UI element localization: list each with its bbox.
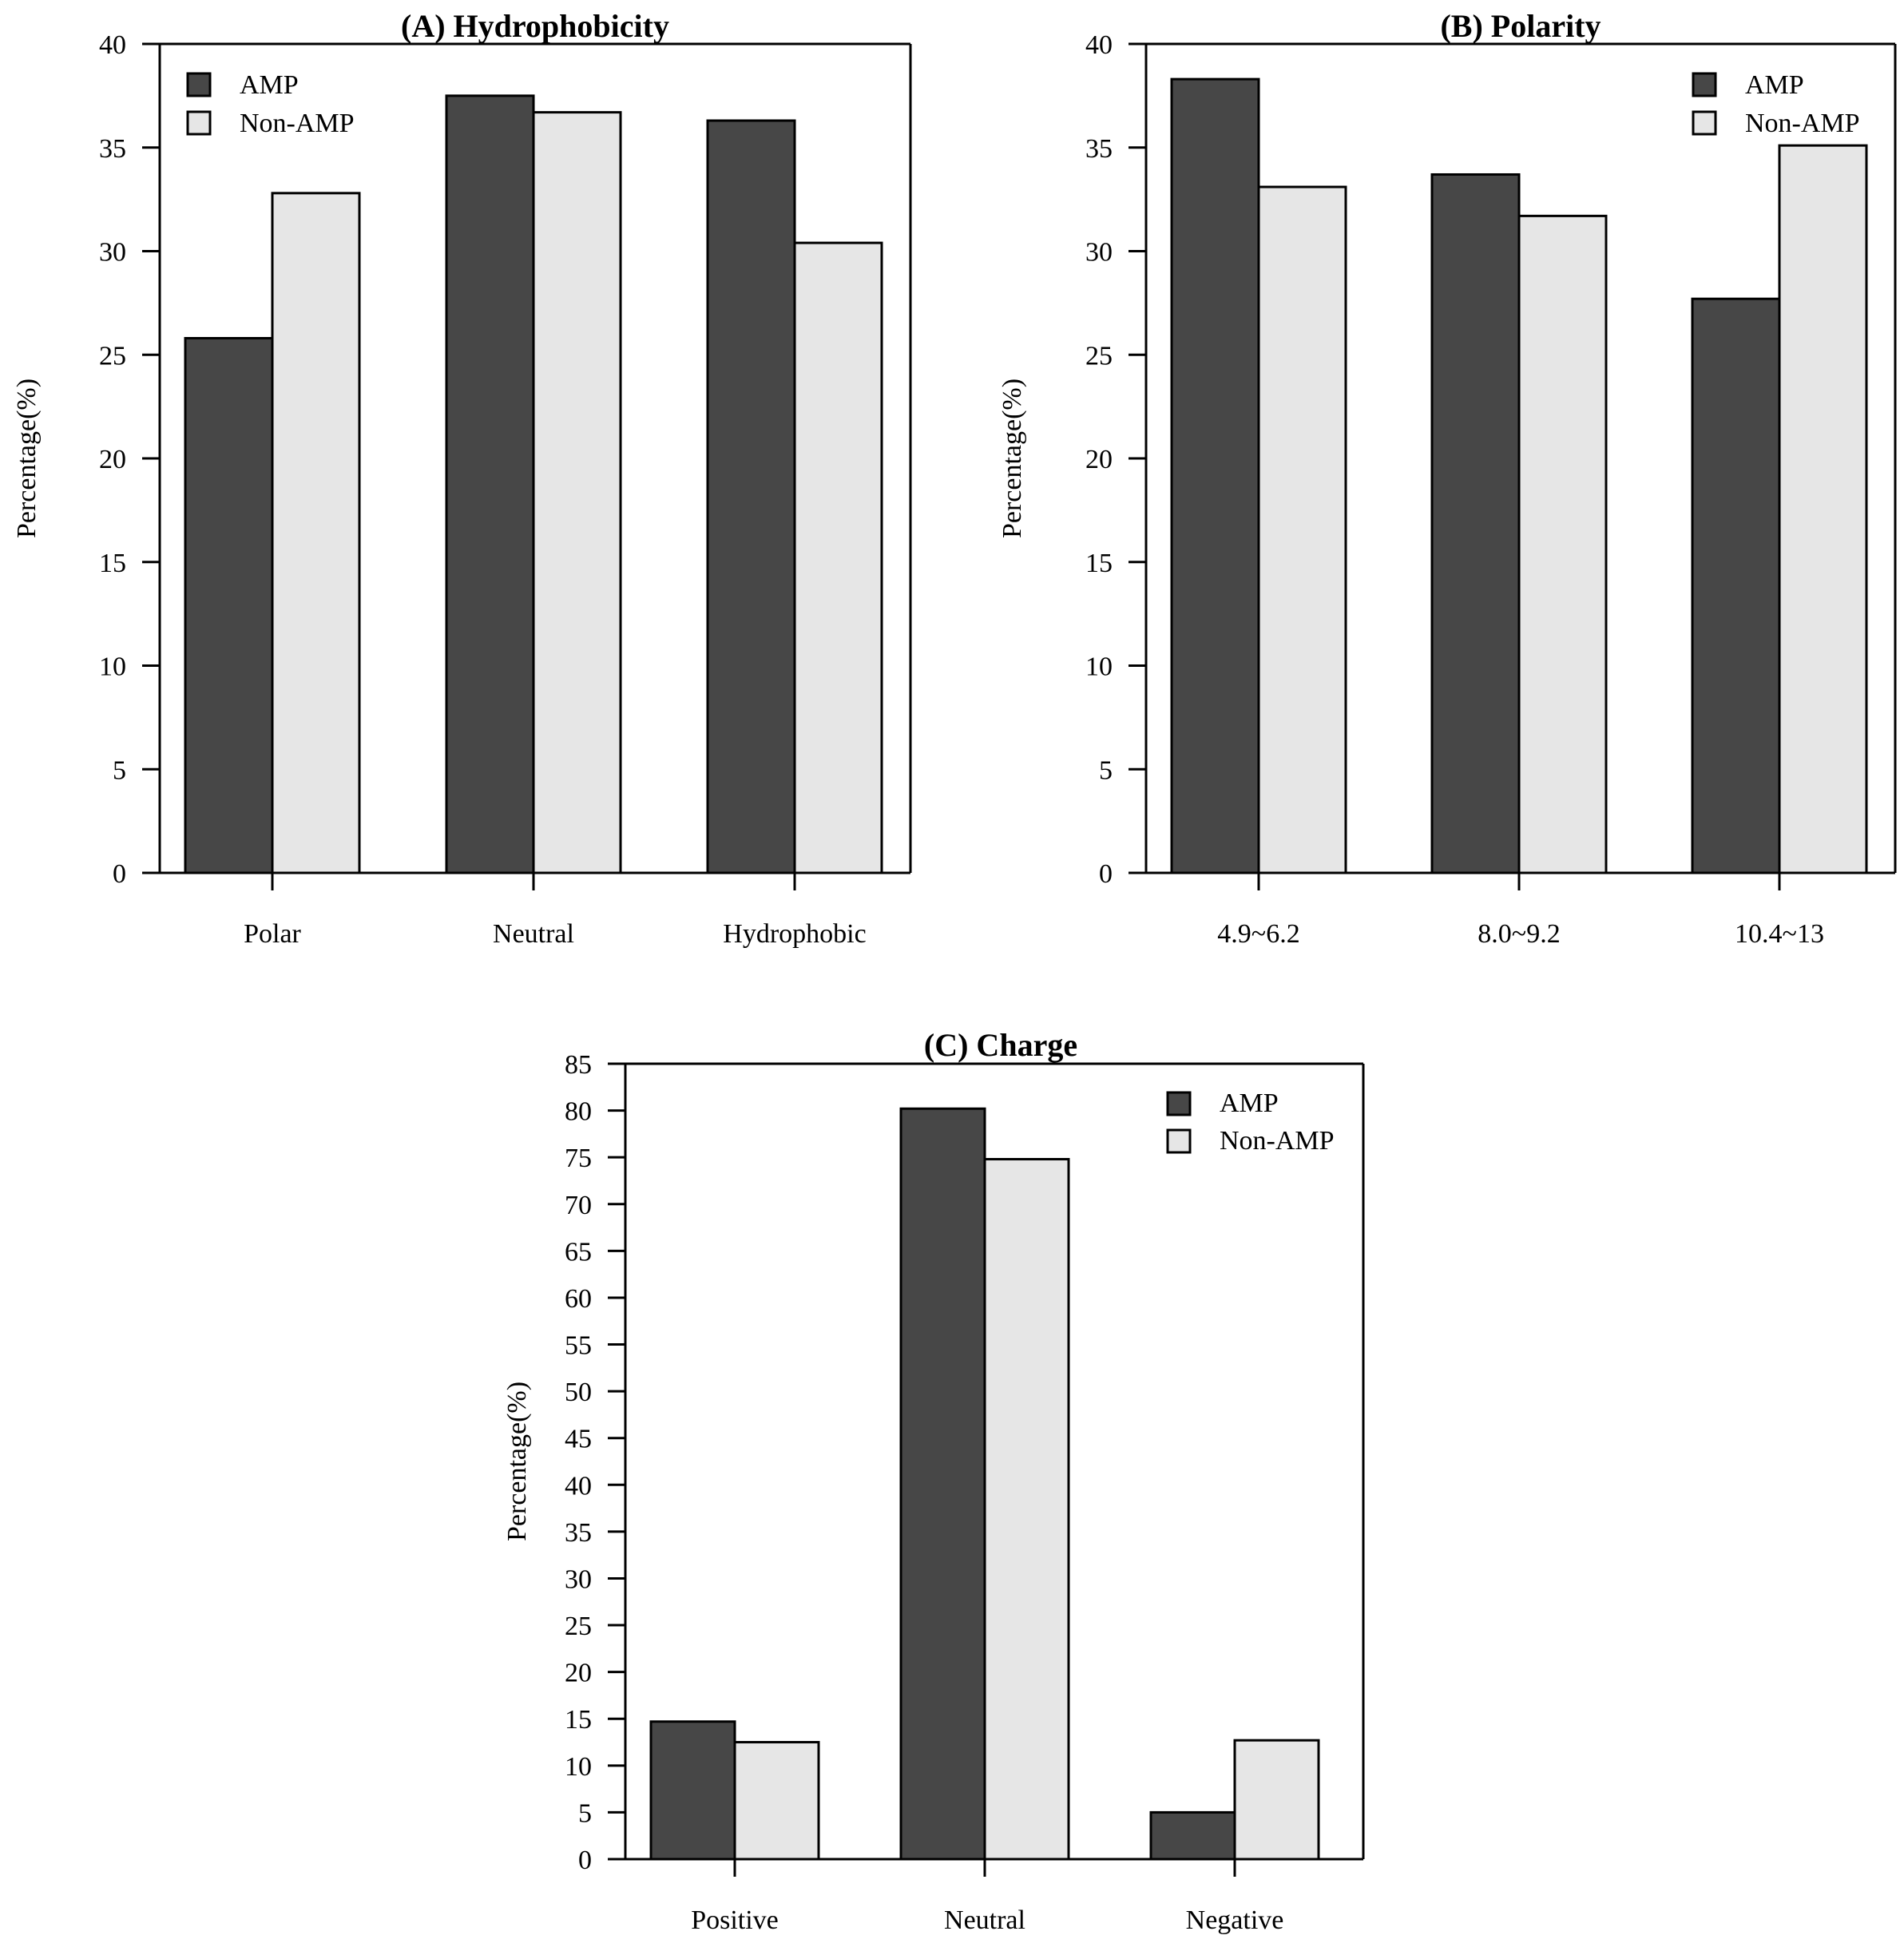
y-tick-label: 20: [565, 1659, 592, 1688]
bar-amp: [184, 336, 274, 874]
y-tick-label: 55: [565, 1331, 592, 1361]
y-axis-label: Percentage(%): [502, 1382, 532, 1541]
y-tick-label: 10: [1085, 652, 1113, 682]
bar-amp: [1170, 77, 1260, 874]
bars: [649, 1107, 1320, 1877]
panel-title: (A) Hydrophobicity: [401, 8, 669, 44]
y-tick-label: 45: [565, 1425, 592, 1454]
y-tick-label: 30: [565, 1564, 592, 1594]
panel-title: (C) Charge: [924, 1027, 1077, 1063]
bar-amp: [1149, 1810, 1236, 1861]
y-tick-label: 30: [1085, 238, 1113, 268]
y-tick-label: 15: [565, 1705, 592, 1735]
y-tick-label: 0: [578, 1846, 592, 1875]
y-tick-label: 0: [113, 859, 126, 889]
bar-amp: [445, 94, 535, 874]
legend-label-amp: AMP: [1220, 1088, 1279, 1118]
y-tick-label: 10: [99, 652, 126, 682]
x-category-label: Polar: [244, 919, 301, 949]
y-tick-label: 20: [99, 445, 126, 474]
bar-non-amp: [1517, 214, 1608, 874]
y-tick-label: 75: [565, 1144, 592, 1173]
panel-hydrophobicity: (A) Hydrophobicity Percentage(%) 0 5 10 15 2…: [12, 8, 912, 949]
y-tick-label: 5: [578, 1798, 592, 1828]
y-tick-label: 85: [565, 1050, 592, 1080]
bar-amp: [1691, 297, 1781, 874]
legend: AMP Non-AMP: [1166, 1088, 1335, 1156]
legend-swatch-amp: [1166, 1091, 1192, 1116]
y-tick-label: 35: [99, 134, 126, 164]
bar-amp: [899, 1107, 986, 1861]
x-category-label: Neutral: [944, 1905, 1025, 1935]
bar-amp: [649, 1720, 736, 1861]
bar-non-amp: [1233, 1739, 1320, 1861]
y-tick-label: 60: [565, 1284, 592, 1314]
x-category-label: 4.9~6.2: [1217, 919, 1299, 949]
legend-swatch-non-amp: [186, 110, 212, 136]
y-tick-label: 40: [565, 1471, 592, 1501]
y-tick-label: 25: [565, 1612, 592, 1641]
y-tick-label: 50: [565, 1378, 592, 1407]
y-tick-label: 15: [1085, 549, 1113, 578]
y-axis-label: Percentage(%): [998, 379, 1027, 538]
panel-title: (B) Polarity: [1440, 8, 1601, 44]
legend-label-non-amp: Non-AMP: [1220, 1126, 1335, 1156]
legend-swatch-non-amp: [1166, 1128, 1192, 1154]
panel-charge: (C) Charge Percentage(%) 0 5 10 15 20 25 30 35 4…: [502, 1027, 1365, 1935]
y-tick-label: 0: [1099, 859, 1113, 889]
y-tick-label: 70: [565, 1191, 592, 1220]
y-ticks: 0 5 10 15 20 25 30 35 40 45 50 55 60 65 70 75 80 85: [565, 1050, 625, 1875]
x-category-label: Positive: [691, 1905, 779, 1935]
x-category-labels: Positive Neutral Negative: [691, 1905, 1283, 1935]
bar-non-amp: [1257, 185, 1347, 874]
y-tick-label: 35: [1085, 134, 1113, 164]
y-tick-label: 10: [565, 1752, 592, 1782]
y-tick-label: 30: [99, 238, 126, 268]
y-tick-label: 80: [565, 1097, 592, 1127]
bar-non-amp: [532, 111, 622, 874]
legend-label-amp: AMP: [1745, 70, 1804, 100]
bars: [184, 94, 883, 890]
bar-amp: [706, 119, 796, 874]
bars: [1170, 77, 1868, 890]
y-tick-label: 20: [1085, 445, 1113, 474]
x-category-label: 10.4~13: [1735, 919, 1824, 949]
y-tick-label: 65: [565, 1237, 592, 1267]
legend: AMP Non-AMP: [186, 70, 355, 138]
bar-non-amp: [271, 192, 361, 874]
y-tick-label: 15: [99, 549, 126, 578]
panel-polarity: (B) Polarity Percentage(%) 0 5 10 15 20 25 30 3…: [998, 8, 1897, 949]
y-tick-label: 25: [99, 341, 126, 371]
y-tick-label: 5: [113, 755, 126, 785]
x-category-label: Hydrophobic: [723, 919, 866, 949]
x-category-labels: Polar Neutral Hydrophobic: [244, 919, 867, 949]
legend: AMP Non-AMP: [1692, 70, 1860, 138]
legend-swatch-amp: [186, 72, 212, 97]
y-tick-label: 40: [99, 30, 126, 60]
legend-label-amp: AMP: [240, 70, 299, 100]
y-ticks: 0 5 10 15 20 25 30 35 40: [1085, 30, 1146, 889]
bar-amp: [1430, 172, 1521, 874]
x-category-label: 8.0~9.2: [1478, 919, 1560, 949]
legend-label-non-amp: Non-AMP: [240, 109, 355, 138]
y-axis-label: Percentage(%): [12, 379, 42, 538]
x-category-label: Neutral: [493, 919, 574, 949]
bar-non-amp: [1778, 144, 1868, 874]
y-tick-label: 40: [1085, 30, 1113, 60]
x-category-labels: 4.9~6.2 8.0~9.2 10.4~13: [1217, 919, 1824, 949]
legend-swatch-amp: [1692, 72, 1717, 97]
bar-non-amp: [733, 1741, 820, 1861]
bar-non-amp: [983, 1158, 1070, 1861]
y-tick-label: 25: [1085, 341, 1113, 371]
bar-non-amp: [793, 241, 883, 874]
y-tick-label: 5: [1099, 755, 1113, 785]
legend-label-non-amp: Non-AMP: [1745, 109, 1860, 138]
y-tick-label: 35: [565, 1518, 592, 1548]
legend-swatch-non-amp: [1692, 110, 1717, 136]
x-category-label: Negative: [1186, 1905, 1284, 1935]
y-ticks: 0 5 10 15 20 25 30 35 40: [99, 30, 160, 889]
